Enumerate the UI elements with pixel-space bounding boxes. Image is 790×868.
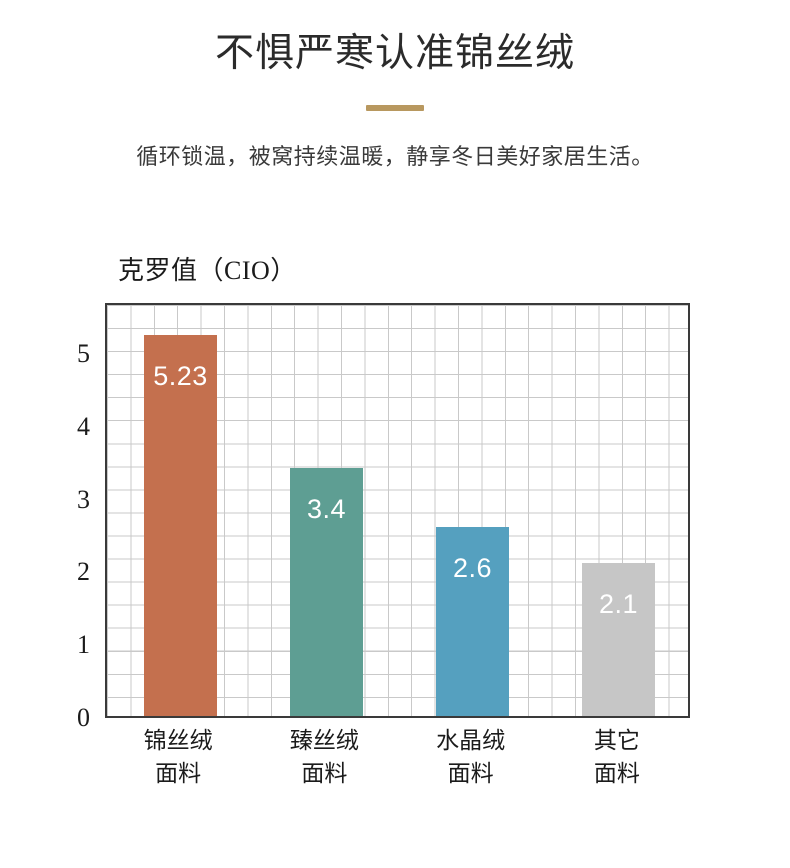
- x-axis-category-label: 其它 面料: [544, 724, 690, 791]
- x-axis-category-line: 面料: [593, 761, 640, 787]
- x-axis-category-line: 面料: [447, 761, 494, 787]
- y-axis: 0 1 2 3 4 5: [40, 303, 98, 730]
- x-axis-category-label: 臻丝绒 面料: [251, 724, 397, 791]
- bar-1: 5.23: [144, 335, 217, 716]
- x-axis-category-line: 其它: [593, 728, 640, 753]
- y-axis-tick-label: 2: [77, 557, 90, 587]
- x-axis-category-line: 锦丝绒: [143, 728, 213, 753]
- x-axis-category-line: 水晶绒: [436, 728, 506, 753]
- bar-value-label: 2.6: [452, 553, 493, 583]
- page-subtitle: 循环锁温，被窝持续温暖，静享冬日美好家居生活。: [136, 143, 654, 169]
- bar-value-label: 3.4: [306, 494, 347, 524]
- x-axis-category-line: 面料: [155, 761, 202, 787]
- y-axis-tick-label: 4: [77, 411, 90, 441]
- page-title: 不惧严寒认准锦丝绒: [214, 32, 575, 75]
- x-axis-category-line: 臻丝绒: [289, 728, 359, 753]
- bar-value-label: 2.1: [598, 589, 639, 619]
- bars-layer: 5.23 3.4 2.6 2.1: [107, 305, 688, 716]
- y-axis-tick-label: 0: [77, 703, 90, 732]
- y-axis-tick-label: 3: [77, 484, 90, 514]
- title-divider: [366, 104, 424, 111]
- x-axis: 锦丝绒 面料 臻丝绒 面料 水晶绒 面料 其它 面料: [105, 724, 690, 824]
- bar-value-label: 5.23: [153, 361, 208, 391]
- page-header: 不惧严寒认准锦丝绒 循环锁温，被窝持续温暖，静享冬日美好家居生活。: [0, 0, 790, 171]
- x-axis-category-line: 面料: [301, 761, 348, 787]
- bar-2: 3.4: [290, 468, 363, 716]
- y-axis-tick-label: 5: [77, 338, 90, 368]
- x-axis-category-label: 水晶绒 面料: [398, 724, 544, 791]
- bar-3: 2.6: [436, 527, 509, 716]
- y-axis-tick-label: 1: [77, 630, 90, 660]
- x-axis-category-label: 锦丝绒 面料: [105, 724, 251, 791]
- chart-plot-area: 5.23 3.4 2.6 2.1: [105, 303, 690, 718]
- chart-title: 克罗值（CIO）: [118, 256, 297, 285]
- bar-4: 2.1: [582, 563, 655, 716]
